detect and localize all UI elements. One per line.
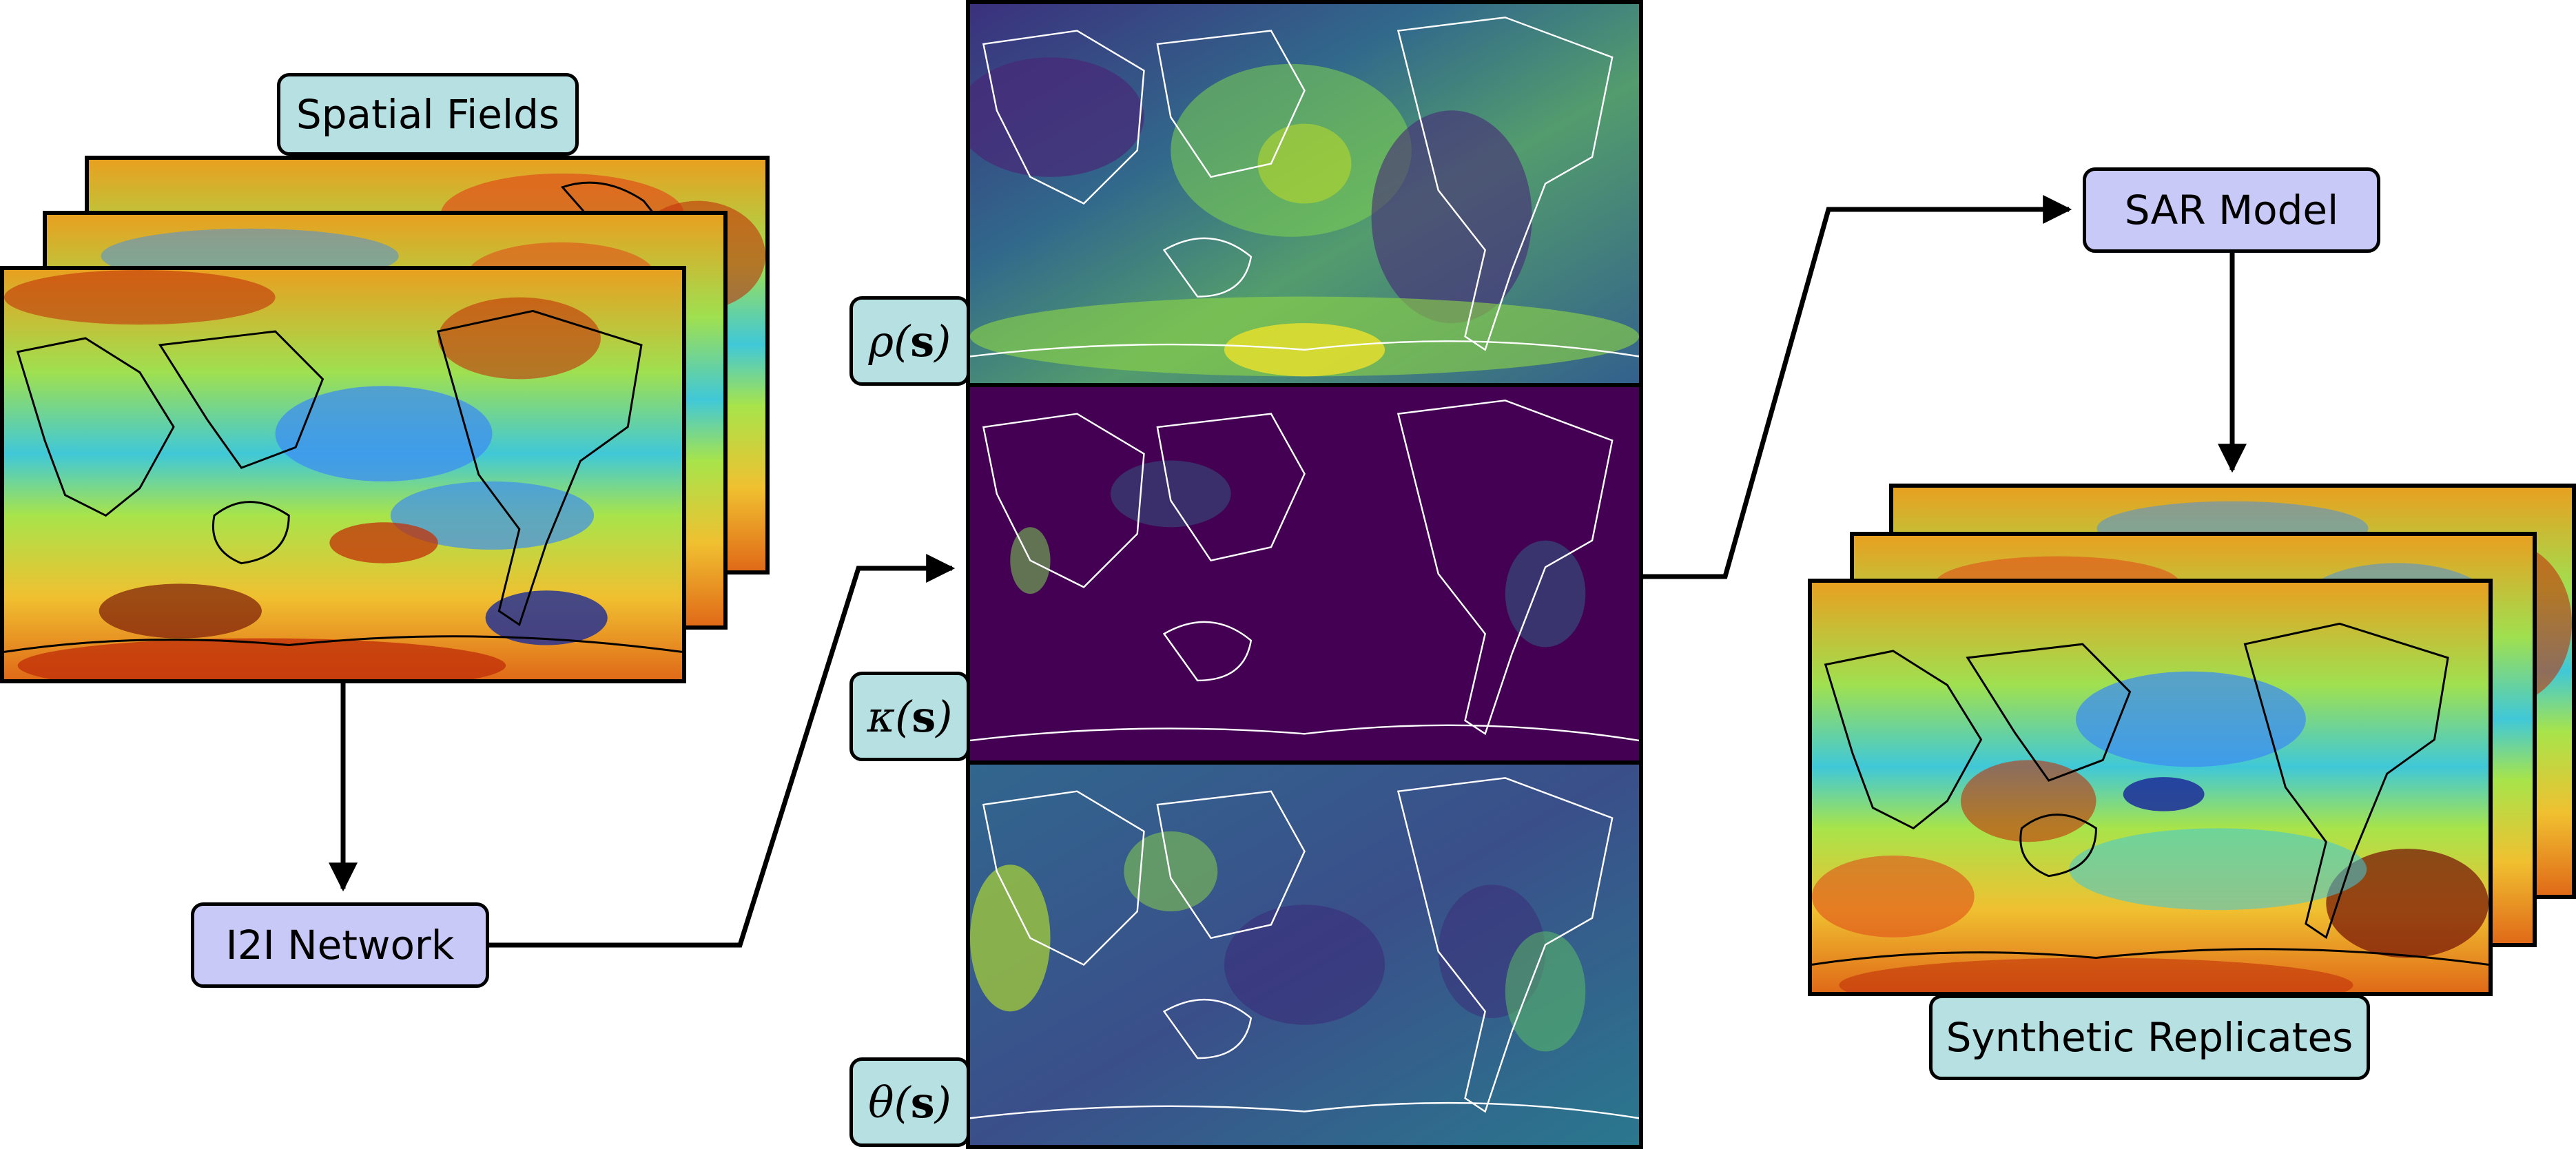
i2i-network-box: I2I Network: [191, 902, 489, 988]
theta-label: θ(s): [849, 1057, 970, 1147]
rho-label: ρ(s): [849, 296, 970, 386]
spatial-fields-label: Spatial Fields: [277, 73, 579, 156]
kappa-arg: s: [911, 691, 936, 742]
kappa-symbol: κ: [867, 691, 896, 742]
rho-arg: s: [910, 315, 935, 366]
synthetic-replicates-label: Synthetic Replicates: [1929, 995, 2370, 1080]
theta-symbol: θ: [868, 1077, 894, 1128]
theta-parameter-map: [966, 760, 1643, 1149]
kappa-parameter-map: [966, 383, 1643, 765]
kappa-label: κ(s): [849, 672, 970, 761]
rho-symbol: ρ: [868, 315, 894, 366]
sar-model-box: SAR Model: [2083, 167, 2380, 253]
output-replicate-map-front: [1808, 579, 2493, 996]
input-field-map-front: [0, 266, 686, 683]
rho-parameter-map: [966, 0, 1643, 387]
theta-arg: s: [910, 1077, 935, 1128]
